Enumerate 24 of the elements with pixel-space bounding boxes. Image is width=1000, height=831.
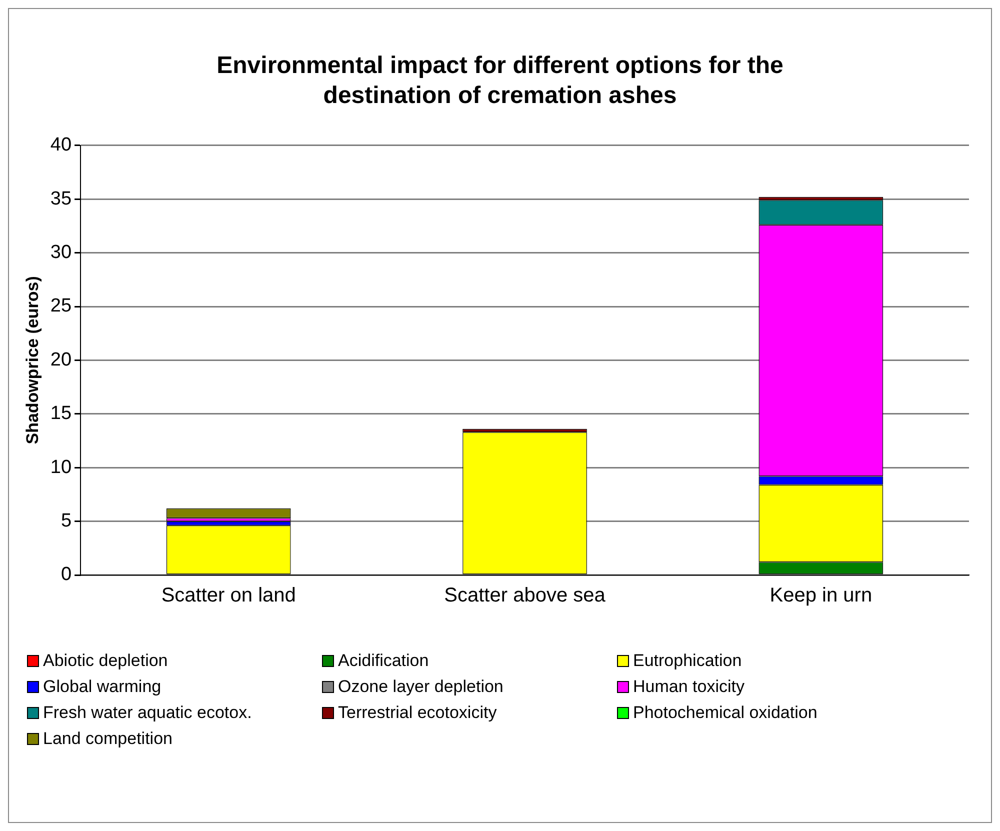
legend-label: Terrestrial ecotoxicity xyxy=(338,703,497,723)
y-tick-label: 25 xyxy=(50,296,72,317)
y-axis-title: Shadowprice (euros) xyxy=(22,276,42,444)
x-tick-label: Keep in urn xyxy=(770,584,872,607)
legend-label: Ozone layer depletion xyxy=(338,677,504,697)
y-tick-label: 15 xyxy=(50,403,72,424)
y-tick-label: 10 xyxy=(50,456,72,478)
legend-label: Photochemical oxidation xyxy=(633,703,818,723)
x-tick-label: Scatter above sea xyxy=(444,584,606,607)
legend-label: Human toxicity xyxy=(633,677,744,697)
y-tick-label: 0 xyxy=(60,564,72,586)
legend-label: Acidification xyxy=(338,651,429,671)
y-tick-label: 20 xyxy=(50,349,72,370)
y-tick-label: 5 xyxy=(60,510,72,532)
y-tick-label: 35 xyxy=(50,188,72,210)
x-tick-label: Scatter on land xyxy=(161,584,296,607)
chart-title: Environmental impact for different options for the destination of cremation ashes xyxy=(216,51,784,111)
legend-label: Land competition xyxy=(43,729,172,749)
y-tick-label: 40 xyxy=(50,134,72,156)
legend-label: Global warming xyxy=(43,677,162,697)
legend-label: Fresh water aquatic ecotox. xyxy=(43,703,252,723)
legend-label: Eutrophication xyxy=(633,651,742,671)
y-tick-label: 30 xyxy=(50,242,72,264)
legend-label: Abiotic depletion xyxy=(43,651,168,671)
